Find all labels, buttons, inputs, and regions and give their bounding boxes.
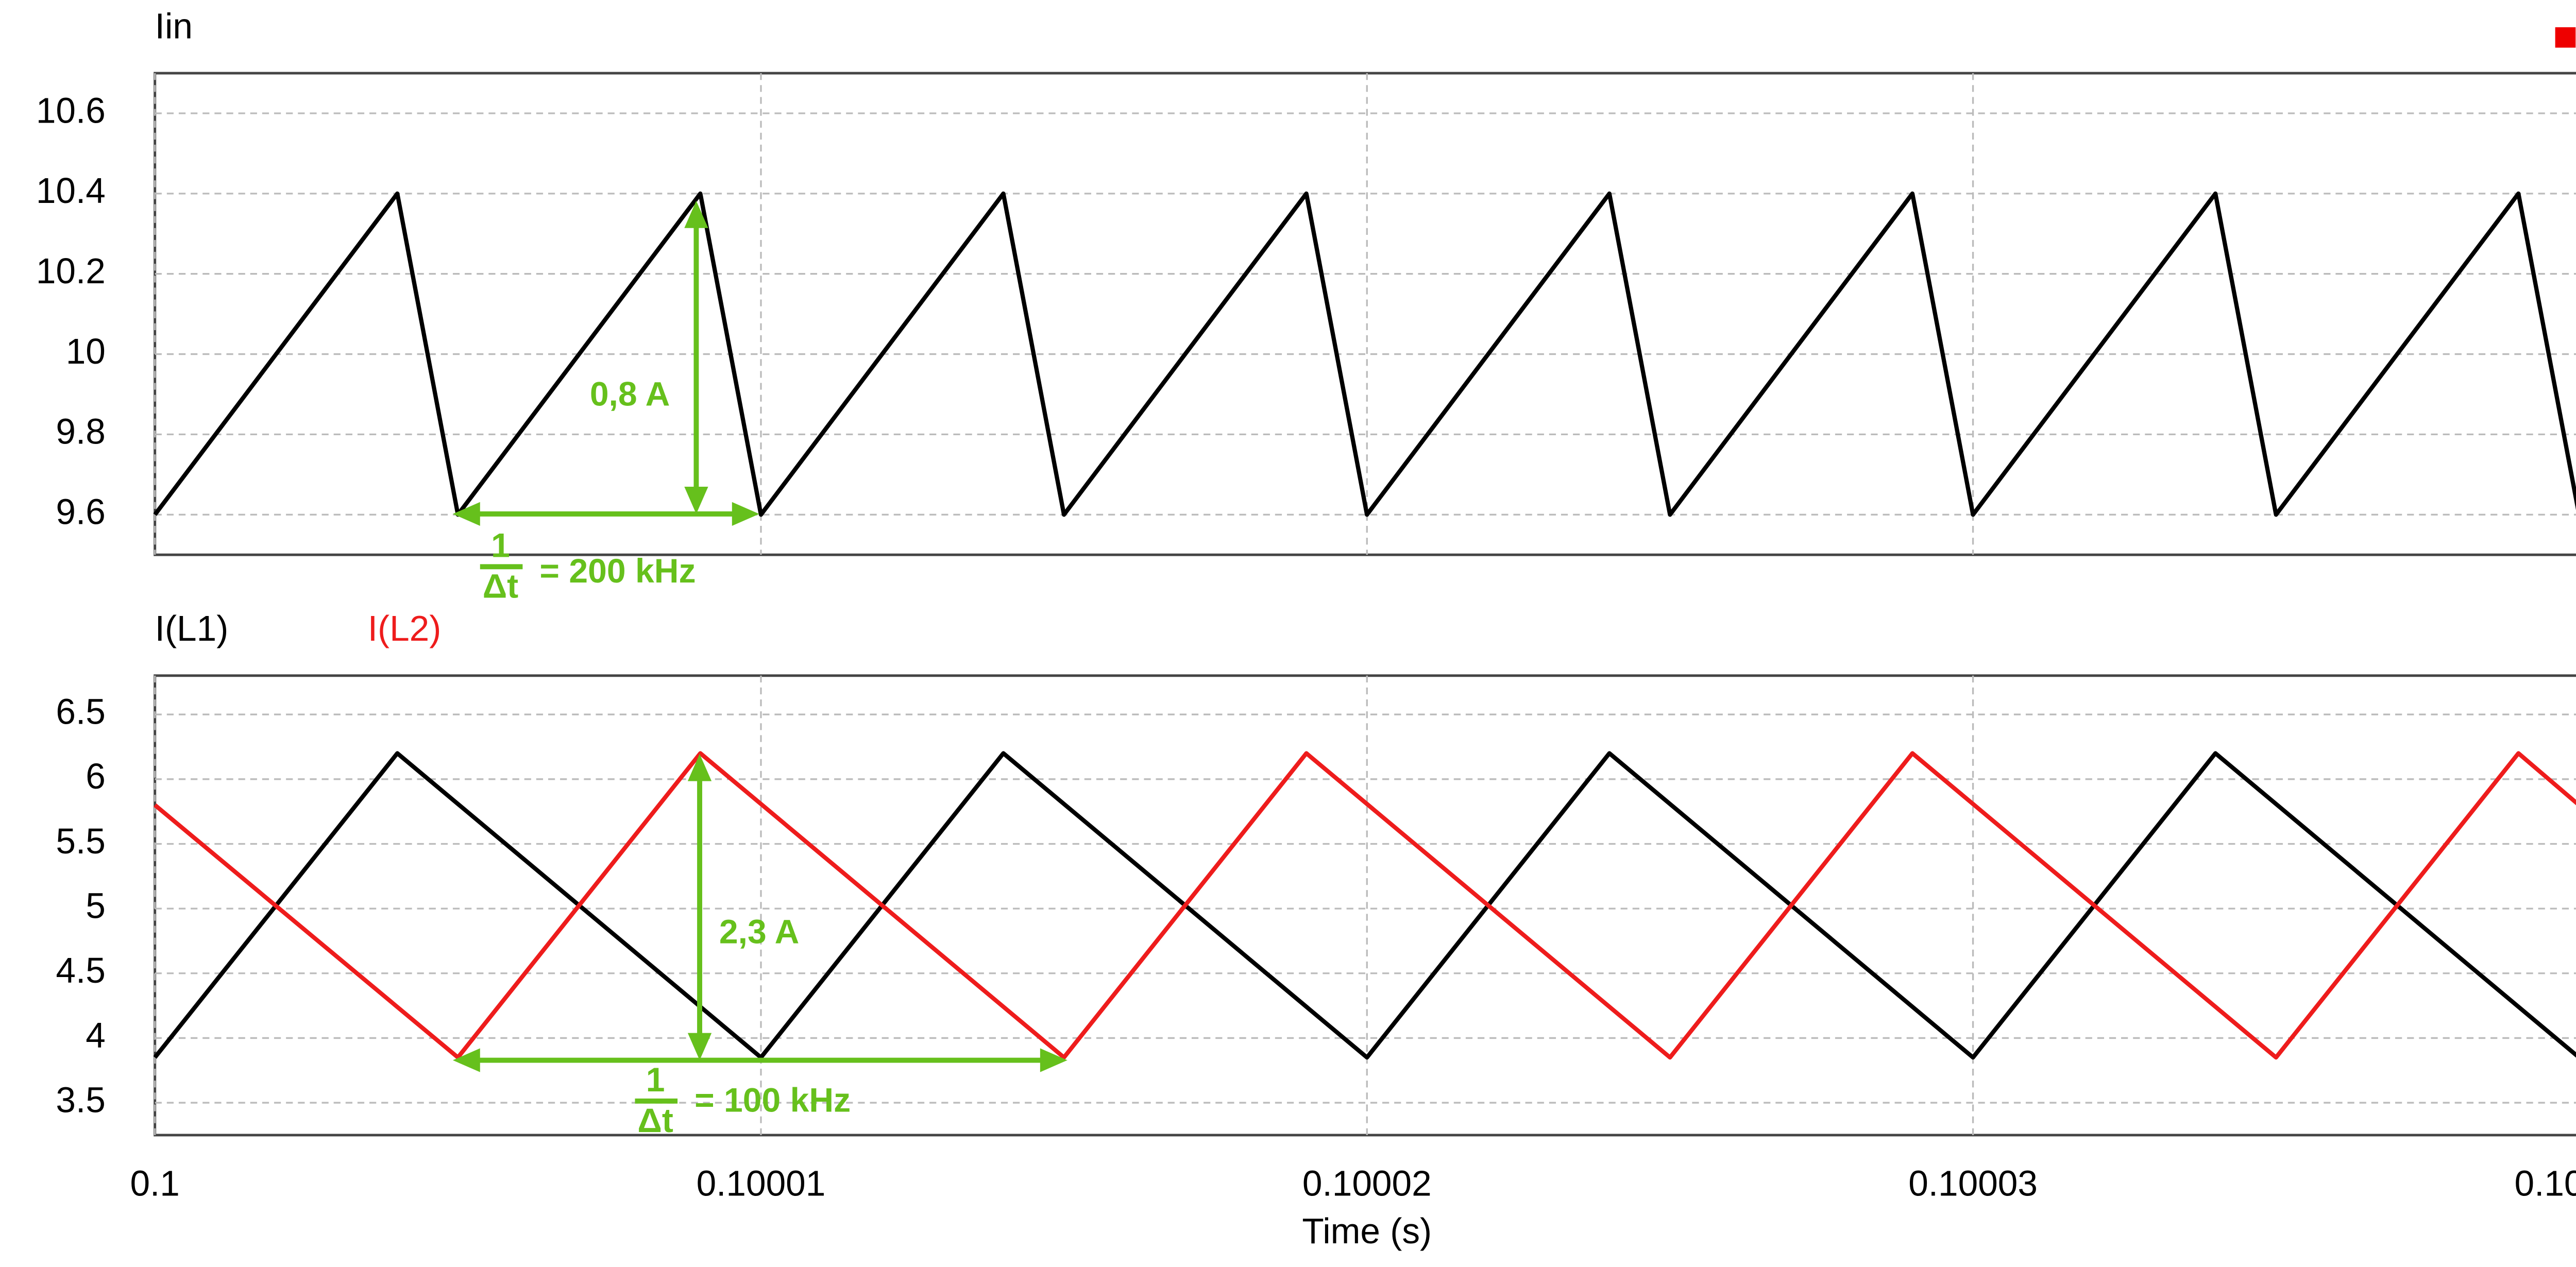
y-tick-label: 9.6 (56, 492, 105, 532)
annotation: = 100 kHz (694, 1082, 851, 1120)
x-axis-label: Time (s) (1302, 1211, 1432, 1251)
annotation: Δt (483, 568, 519, 606)
x-tick-label: 0.10002 (1302, 1163, 1432, 1203)
legend-label: I(L1) (155, 608, 229, 648)
x-tick-label: 0.10003 (1908, 1163, 2038, 1203)
y-tick-label: 10.2 (36, 251, 106, 291)
y-tick-label: 6.5 (56, 691, 105, 731)
annotation: 1 (491, 526, 510, 564)
plot-area (154, 72, 2576, 556)
annotation: = 200 kHz (539, 552, 696, 590)
series-line (153, 191, 2576, 517)
arrow-head (684, 487, 708, 514)
arrow-head (452, 1048, 480, 1072)
y-tick-label: 4.5 (56, 950, 105, 990)
series-line (154, 751, 2576, 1060)
arrow-head (687, 754, 712, 781)
x-tick-label: 0.10004 (2514, 1163, 2576, 1203)
arrow-head (684, 200, 708, 228)
annotation: Δt (637, 1102, 673, 1140)
y-tick-label: 5.5 (56, 821, 105, 861)
y-tick-label: 3.5 (56, 1080, 105, 1120)
y-tick-label: 5 (86, 885, 106, 926)
annotation: 2,3 A (719, 913, 799, 951)
marker-icon (2555, 27, 2576, 48)
y-tick-label: 9.8 (56, 412, 105, 452)
legend-label: Iin (155, 6, 193, 46)
x-tick-label: 0.1 (130, 1163, 179, 1203)
annotation: 1 (646, 1061, 665, 1099)
series-line (153, 751, 2576, 1060)
y-tick-label: 10 (66, 331, 106, 371)
arrow-head (732, 502, 759, 526)
x-tick-label: 0.10001 (697, 1163, 826, 1203)
y-tick-label: 4 (86, 1015, 106, 1055)
legend-label: I(L2) (368, 608, 442, 648)
annotation: 0,8 A (590, 375, 670, 413)
y-tick-label: 6 (86, 756, 106, 796)
y-tick-label: 10.4 (36, 170, 106, 211)
arrow-head (687, 1033, 712, 1060)
plot-area (154, 674, 2576, 1137)
arrow-head (452, 502, 480, 526)
y-tick-label: 10.6 (36, 90, 106, 130)
arrow-head (1040, 1048, 1067, 1072)
